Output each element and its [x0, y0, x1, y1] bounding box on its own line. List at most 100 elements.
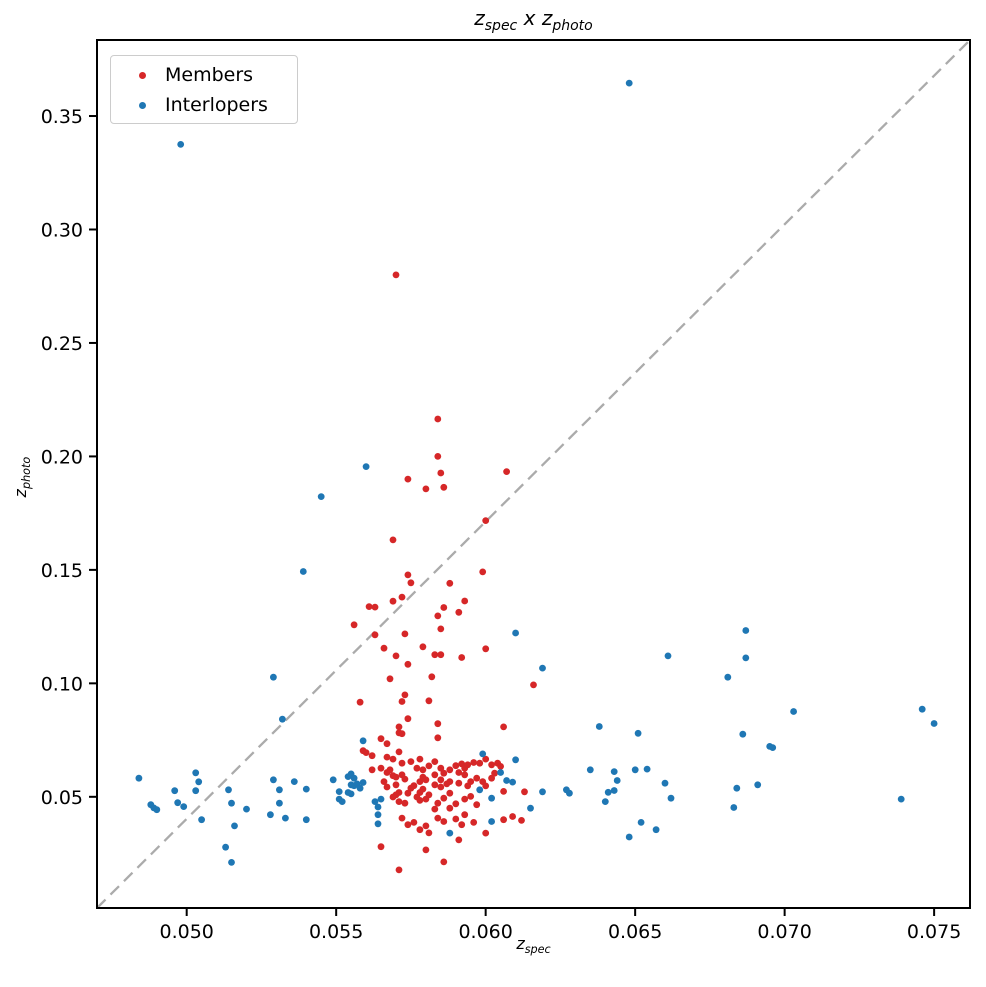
data-point-interlopers	[539, 664, 546, 672]
data-point-members	[380, 778, 388, 785]
data-point-members	[377, 735, 385, 743]
data-point-interlopers	[733, 784, 741, 792]
data-point-members	[500, 816, 507, 824]
data-point-members	[431, 758, 439, 765]
data-point-members	[503, 468, 510, 475]
data-point-members	[518, 817, 525, 824]
data-point-members	[404, 571, 412, 579]
data-point-members	[467, 793, 475, 800]
data-point-interlopers	[225, 786, 232, 794]
data-point-members	[437, 783, 445, 791]
data-point-members	[422, 846, 430, 854]
data-point-members	[482, 517, 490, 524]
data-point-members	[488, 774, 495, 782]
data-point-members	[422, 485, 430, 493]
data-point-interlopers	[479, 750, 487, 758]
data-point-members	[482, 755, 490, 763]
legend: Members Interlopers	[110, 55, 298, 124]
title-z2: z	[541, 6, 553, 30]
data-point-members	[419, 643, 427, 651]
data-point-members	[434, 814, 442, 822]
x-axis-label-sub: spec	[524, 943, 551, 957]
data-point-members	[458, 654, 466, 661]
data-point-interlopers	[359, 737, 367, 745]
data-point-members	[440, 794, 448, 802]
data-point-interlopers	[276, 786, 283, 794]
data-point-interlopers	[267, 811, 274, 819]
data-point-interlopers	[335, 788, 343, 795]
data-point-interlopers	[276, 799, 283, 807]
scatter-series-interlopers	[135, 79, 938, 866]
data-point-interlopers	[512, 629, 519, 637]
data-point-members	[356, 698, 364, 706]
diagonal-dashed-line	[96, 39, 971, 909]
data-point-interlopers	[730, 804, 738, 811]
data-point-interlopers	[153, 806, 161, 814]
data-point-interlopers	[371, 798, 379, 805]
data-point-interlopers	[192, 769, 200, 777]
data-point-members	[401, 799, 409, 807]
data-point-interlopers	[604, 788, 612, 796]
data-point-members	[452, 762, 460, 770]
data-point-members	[482, 782, 490, 790]
x-axis-label: zspec	[97, 934, 970, 956]
y-axis-ticks: 0.05 0.10 0.15 0.20 0.25 0.30 0.35	[41, 106, 97, 809]
data-point-members	[440, 604, 448, 611]
data-point-interlopers	[610, 768, 618, 775]
data-point-interlopers	[356, 784, 364, 792]
data-point-interlopers	[631, 766, 639, 774]
data-point-members	[446, 804, 454, 812]
data-point-interlopers	[198, 816, 206, 824]
data-point-members	[455, 836, 463, 844]
data-point-interlopers	[231, 822, 238, 830]
data-point-interlopers	[299, 568, 307, 575]
data-point-members	[440, 818, 448, 825]
data-point-interlopers	[302, 816, 310, 824]
data-point-members	[365, 603, 373, 610]
data-point-members	[398, 593, 406, 601]
data-point-interlopers	[601, 798, 609, 805]
data-point-interlopers	[374, 803, 382, 811]
data-point-interlopers	[228, 799, 235, 807]
y-tick-label: 0.10	[41, 673, 83, 695]
data-point-members	[530, 681, 537, 689]
data-point-members	[383, 740, 391, 748]
data-point-interlopers	[497, 769, 504, 776]
data-point-members	[446, 778, 454, 785]
x-tick-label: 0.050	[159, 921, 213, 943]
data-point-members	[416, 755, 424, 763]
x-tick-label: 0.065	[608, 921, 662, 943]
data-point-interlopers	[790, 708, 797, 715]
data-point-members	[452, 800, 460, 808]
y-axis-label-sub: photo	[20, 456, 34, 490]
data-point-interlopers	[302, 785, 310, 793]
data-point-interlopers	[135, 774, 143, 782]
data-point-interlopers	[228, 859, 235, 866]
data-point-interlopers	[664, 652, 672, 660]
data-point-members	[437, 764, 445, 772]
data-point-interlopers	[270, 673, 277, 681]
data-point-interlopers	[359, 779, 367, 786]
x-tick-label: 0.055	[309, 921, 363, 943]
data-point-members	[425, 829, 433, 837]
data-point-members	[473, 774, 481, 782]
data-point-members	[380, 644, 388, 652]
data-point-members	[389, 755, 397, 763]
data-point-members	[425, 762, 433, 770]
data-point-members	[389, 597, 397, 605]
data-point-interlopers	[290, 778, 298, 785]
data-point-interlopers	[180, 803, 188, 810]
data-point-members	[434, 453, 442, 460]
data-point-members	[491, 769, 498, 777]
data-point-members	[395, 723, 403, 731]
data-point-members	[371, 603, 379, 611]
interlopers-marker-icon	[139, 101, 146, 109]
data-point-members	[407, 758, 415, 765]
data-point-members	[461, 597, 469, 605]
data-point-interlopers	[595, 723, 603, 730]
chart-title: zspec x zphoto	[97, 6, 970, 34]
data-point-interlopers	[347, 790, 355, 798]
data-point-members	[407, 579, 415, 587]
